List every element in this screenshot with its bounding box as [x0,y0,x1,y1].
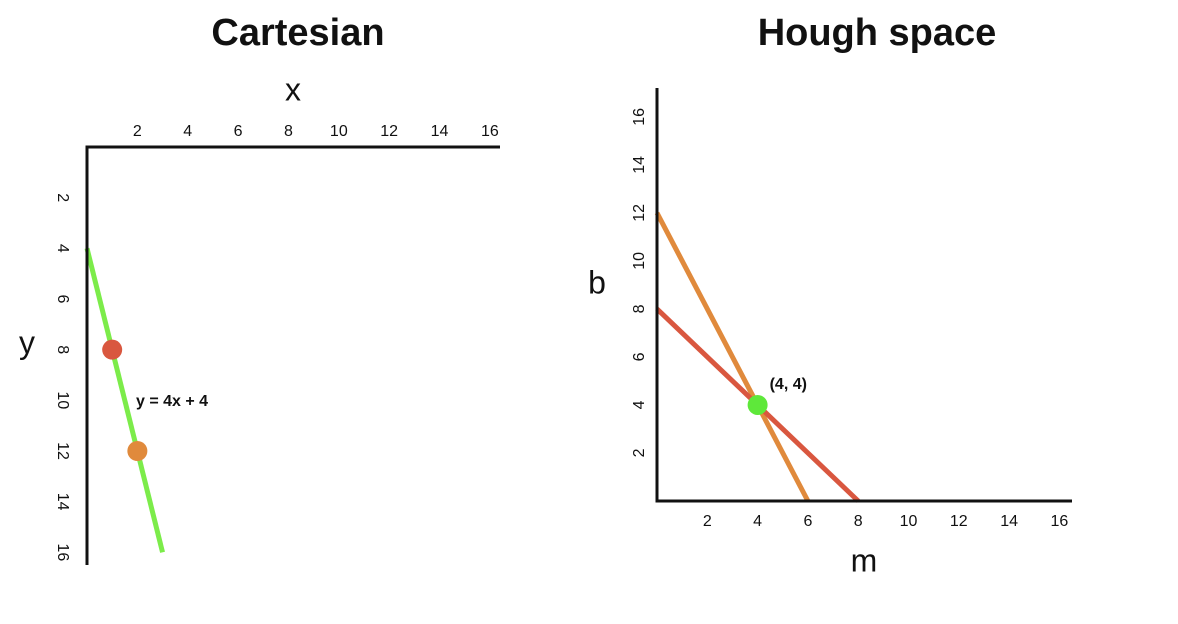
y-tick-label: 2 [631,448,648,457]
x-axis-title: x [285,71,301,107]
y-tick-label: 14 [631,156,648,174]
y-tick-label: 4 [631,400,648,409]
x-tick-label: 16 [1051,513,1069,530]
x-tick-label: 14 [1000,513,1018,530]
y-tick-label: 6 [631,352,648,361]
x-tick-label: 2 [133,123,142,140]
x-tick-label: 4 [183,123,192,140]
x-tick-label: 8 [854,513,863,530]
point [747,394,768,415]
x-tick-label: 6 [803,513,812,530]
x-tick-label: 10 [900,513,918,530]
y-axis-title: b [588,264,606,300]
y-tick-label: 8 [631,304,648,313]
line [84,247,165,553]
point [102,339,123,360]
annotation: y = 4x + 4 [136,393,208,410]
point-label: (4, 4) [770,376,807,393]
x-tick-label: 4 [753,513,762,530]
x-tick-label: 12 [950,513,968,530]
y-tick-label: 16 [631,108,648,126]
chart-title: Cartesian [211,12,384,54]
x-tick-label: 2 [703,513,712,530]
y-tick-label: 12 [631,204,648,222]
y-tick-label: 14 [54,493,71,511]
x-tick-label: 16 [481,123,499,140]
x-tick-label: 8 [284,123,293,140]
x-tick-label: 6 [234,123,243,140]
x-tick-label: 10 [330,123,348,140]
y-tick-label: 16 [54,543,71,561]
line [654,211,811,503]
y-tick-label: 8 [54,345,71,354]
x-tick-label: 12 [380,123,398,140]
y-tick-label: 6 [54,295,71,304]
chart-title: Hough space [758,12,997,54]
point [127,441,148,461]
y-tick-label: 10 [631,252,648,270]
x-tick-label: 14 [431,123,449,140]
y-tick-label: 4 [54,244,71,253]
y-tick-label: 10 [54,391,71,409]
y-tick-label: 12 [54,442,71,460]
x-axis-title: m [851,542,878,578]
y-axis-title: y [19,324,35,360]
y-tick-label: 2 [54,193,71,202]
